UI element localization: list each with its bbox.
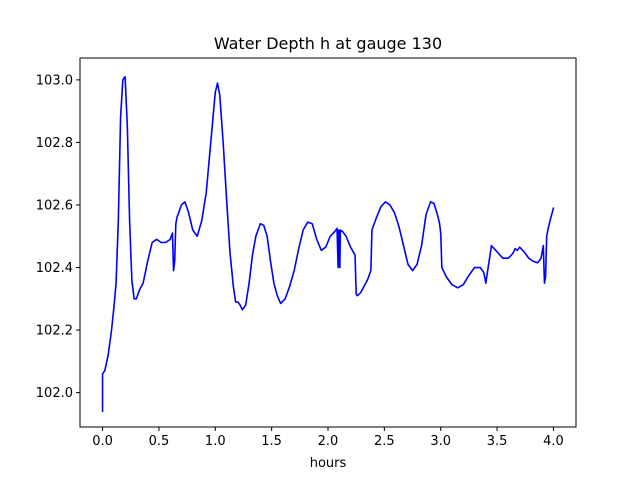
x-tick-label: 0.5 — [149, 434, 170, 449]
x-tick-label: 2.5 — [374, 434, 395, 449]
x-axis-label: hours — [310, 456, 347, 471]
x-tick-label: 3.0 — [430, 434, 451, 449]
x-tick-label: 2.0 — [318, 434, 339, 449]
x-tick-label: 1.5 — [261, 434, 282, 449]
y-axis-ticks: 102.0 102.2 102.4 102.6 102.8 103.0 — [36, 73, 80, 401]
x-tick-label: 1.0 — [205, 434, 226, 449]
series-line-0 — [101, 75, 555, 413]
x-tick-label: 4.0 — [543, 434, 564, 449]
x-axis-ticks: 0.0 0.5 1.0 1.5 2.0 2.5 3.0 3.5 4.0 — [92, 427, 564, 449]
y-tick-label: 102.6 — [36, 198, 73, 213]
y-tick-label: 102.8 — [36, 136, 73, 151]
x-tick-label: 0.0 — [92, 434, 113, 449]
y-tick-label: 102.4 — [36, 261, 73, 276]
y-tick-label: 102.0 — [36, 386, 73, 401]
x-tick-label: 3.5 — [487, 434, 508, 449]
y-tick-label: 103.0 — [36, 73, 73, 88]
chart-title: Water Depth h at gauge 130 — [214, 34, 442, 53]
series-layer — [101, 75, 555, 413]
y-tick-label: 102.2 — [36, 324, 73, 339]
